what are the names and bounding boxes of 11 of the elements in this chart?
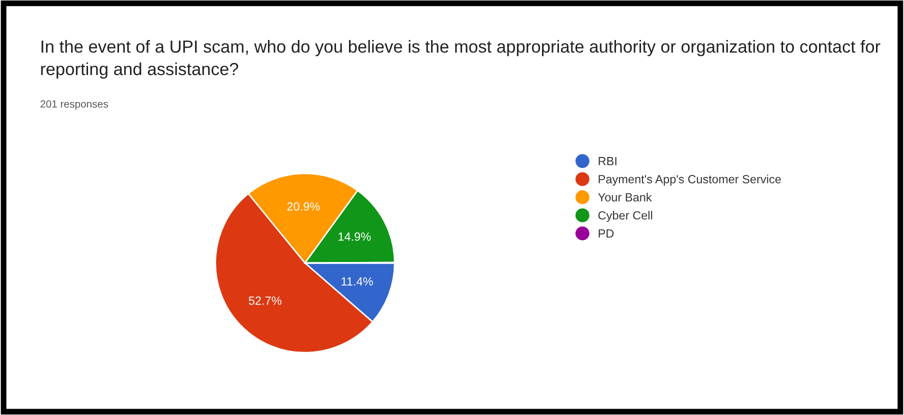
data-label: 11.4% <box>342 277 373 286</box>
data-label: 14.9% <box>338 232 371 241</box>
chart-title: In the event of a UPI scam, who do you believe is the most appropriate authority or organization to contact for reporting and assistance? <box>41 40 880 79</box>
legend-label: PD <box>598 229 614 238</box>
legend-label: Cyber Cell <box>598 210 652 222</box>
data-label: 20.9% <box>287 202 320 211</box>
legend-label: Your Bank <box>598 192 652 202</box>
legend-label: RBI <box>598 157 616 166</box>
text: 201 responses <box>40 100 108 110</box>
data-label: 52.7% <box>248 296 282 305</box>
legend-label: Payment's App's Customer Service <box>598 174 781 186</box>
